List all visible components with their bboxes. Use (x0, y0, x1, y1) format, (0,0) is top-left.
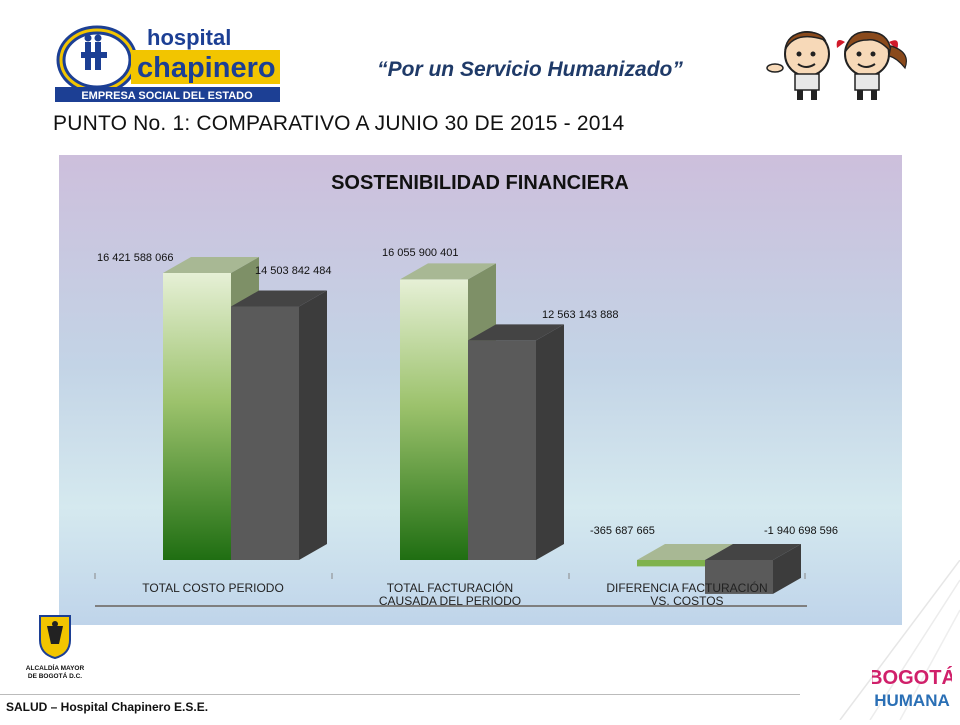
data-label: 16 421 588 066 (97, 252, 173, 264)
chart-panel: SOSTENIBILIDAD FINANCIERA 16 421 588 066… (59, 155, 902, 625)
data-label: -1 940 698 596 (764, 525, 838, 537)
bar-top (231, 290, 327, 307)
footer-credit: SALUD – Hospital Chapinero E.S.E. (6, 700, 209, 714)
bar (231, 306, 299, 560)
data-label: 12 563 143 888 (542, 309, 618, 321)
slogan: “Por un Servicio Humanizado” (377, 58, 683, 81)
bar (163, 273, 231, 560)
logo-word-main: chapinero (137, 52, 276, 84)
data-label: 16 055 900 401 (382, 247, 458, 259)
logo-tagline: EMPRESA SOCIAL DEL ESTADO (81, 90, 253, 102)
chart-title: SOSTENIBILIDAD FINANCIERA (331, 172, 629, 194)
bar-top (637, 544, 733, 560)
bar (468, 340, 536, 560)
decorative-swoosh (780, 559, 960, 721)
bar-side (299, 290, 327, 560)
cartoon-kids-illustration (765, 28, 915, 106)
brand-bogota: BOGOTÁ (872, 666, 952, 689)
page-heading: PUNTO No. 1: COMPARATIVO A JUNIO 30 DE 2… (53, 112, 625, 135)
data-label: -365 687 665 (590, 525, 655, 537)
bar-top (400, 263, 496, 280)
bar (705, 560, 773, 594)
bar (400, 279, 468, 560)
bar-side (773, 544, 801, 594)
bar-top (705, 544, 801, 560)
alcaldia-crest-logo: ALCALDÍA MAYOR DE BOGOTÁ D.C. (20, 614, 90, 686)
category-label: DIFERENCIA FACTURACIÓN (606, 580, 767, 595)
footer-divider (0, 694, 800, 695)
bar (637, 560, 705, 567)
category-label: CAUSADA DEL PERIODO (379, 594, 521, 608)
bogota-humana-logo: BOGOTÁ HUMANA (868, 660, 956, 716)
data-label: 14 503 842 484 (255, 265, 331, 277)
bar-top (468, 324, 564, 341)
crest-text-1: ALCALDÍA MAYOR (26, 663, 85, 672)
bar-side (536, 324, 564, 560)
category-label: VS. COSTOS (650, 594, 723, 608)
crest-text-2: DE BOGOTÁ D.C. (28, 671, 82, 680)
brand-humana: HUMANA (874, 691, 950, 710)
hospital-chapinero-logo: hospital chapinero EMPRESA SOCIAL DEL ES… (55, 24, 280, 104)
category-label: TOTAL COSTO PERIODO (142, 581, 284, 595)
bar-top (163, 257, 259, 273)
bar-chart: SOSTENIBILIDAD FINANCIERA 16 421 588 066… (59, 155, 902, 625)
logo-word-top: hospital (147, 25, 231, 50)
category-label: TOTAL FACTURACIÓN (387, 580, 513, 595)
